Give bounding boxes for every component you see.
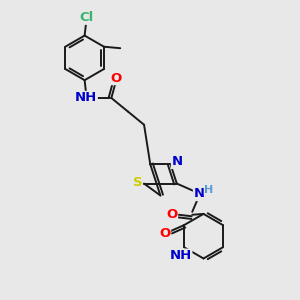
Text: S: S [133,176,142,190]
Text: N: N [194,188,205,200]
Text: H: H [204,185,213,195]
Text: O: O [159,226,170,240]
Text: N: N [172,155,183,168]
Text: O: O [111,72,122,85]
Text: Cl: Cl [79,11,93,24]
Text: NH: NH [75,92,97,104]
Text: NH: NH [169,249,192,262]
Text: O: O [166,208,177,221]
